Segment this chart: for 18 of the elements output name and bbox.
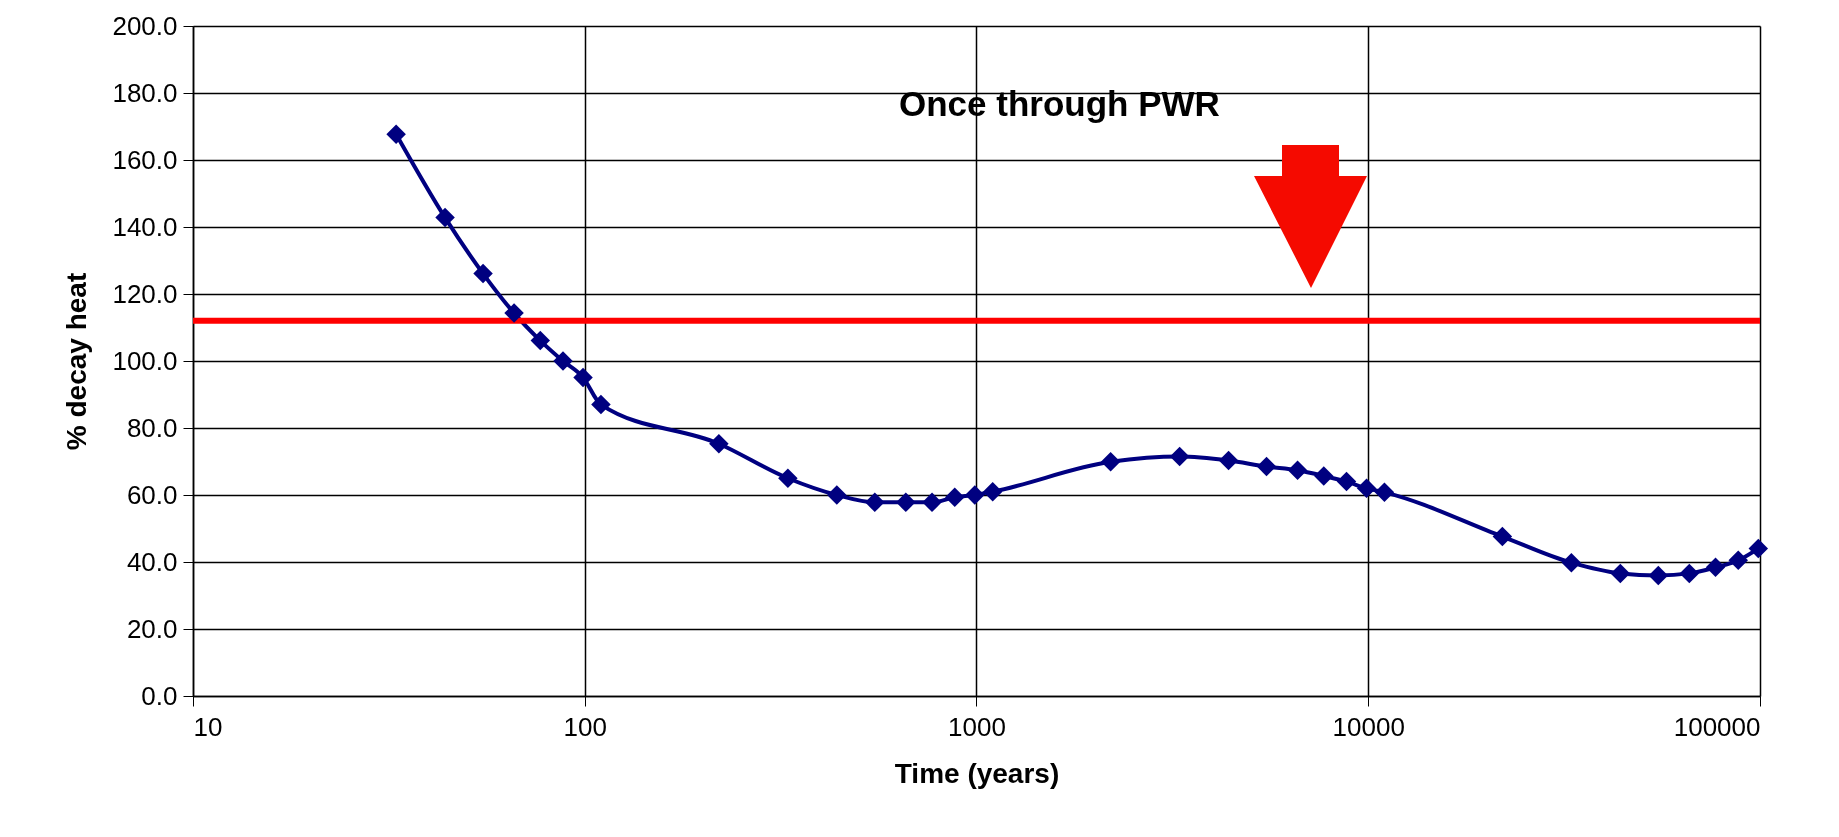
y-tick-label: 100.0 — [112, 345, 178, 376]
y-tick-label: 40.0 — [126, 546, 178, 577]
y-tick-label: 180.0 — [112, 77, 178, 108]
y-tick-label: 0.0 — [141, 680, 178, 711]
x-tick-label: 100 — [563, 711, 607, 742]
x-tick-label: 1000 — [948, 711, 1006, 742]
y-tick-label: 60.0 — [126, 479, 178, 510]
y-tick-label: 120.0 — [112, 278, 178, 309]
y-tick-label: 140.0 — [112, 211, 178, 242]
y-tick-label: 20.0 — [126, 613, 178, 644]
y-axis-title: % decay heat — [61, 272, 93, 451]
y-tick-label: 160.0 — [112, 144, 178, 175]
x-tick-label: 10 — [193, 711, 223, 742]
x-axis-title: Time (years) — [894, 757, 1060, 789]
y-tick-label: 200.0 — [112, 10, 178, 41]
x-tick-label: 100000 — [1673, 711, 1761, 742]
y-tick-label: 80.0 — [126, 412, 178, 443]
x-tick-label: 10000 — [1332, 711, 1405, 742]
